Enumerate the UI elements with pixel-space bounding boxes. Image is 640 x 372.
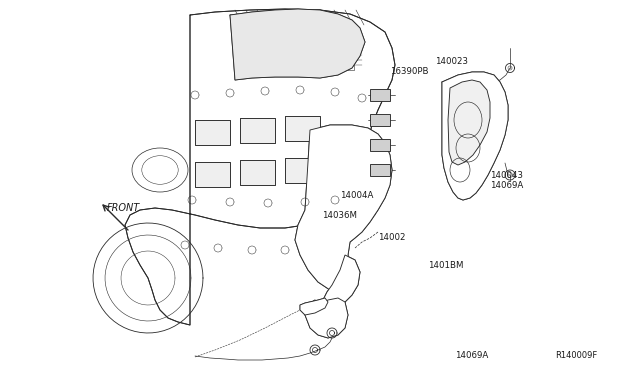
- Text: 14036M: 14036M: [322, 211, 357, 219]
- Text: FRONT: FRONT: [107, 203, 140, 213]
- Polygon shape: [240, 118, 275, 143]
- Polygon shape: [125, 9, 395, 325]
- Text: 140043: 140043: [490, 171, 523, 180]
- Text: R140009F: R140009F: [555, 350, 597, 359]
- Polygon shape: [322, 255, 360, 318]
- Text: 14069A: 14069A: [490, 180, 524, 189]
- Polygon shape: [230, 9, 365, 80]
- Polygon shape: [442, 72, 508, 200]
- Polygon shape: [295, 125, 392, 292]
- Polygon shape: [195, 120, 230, 145]
- Polygon shape: [285, 158, 320, 183]
- Text: 14069A: 14069A: [455, 350, 488, 359]
- Text: 14002: 14002: [378, 234, 406, 243]
- Polygon shape: [300, 298, 328, 315]
- Polygon shape: [370, 164, 390, 176]
- Text: 16390PB: 16390PB: [390, 67, 429, 77]
- Polygon shape: [370, 139, 390, 151]
- Polygon shape: [240, 160, 275, 185]
- Text: 140023: 140023: [435, 58, 468, 67]
- Polygon shape: [195, 162, 230, 187]
- Polygon shape: [370, 114, 390, 126]
- Text: 1401BM: 1401BM: [428, 262, 463, 270]
- Polygon shape: [305, 298, 348, 338]
- Polygon shape: [285, 116, 320, 141]
- Text: 14004A: 14004A: [340, 190, 373, 199]
- Polygon shape: [448, 80, 490, 165]
- Polygon shape: [370, 89, 390, 101]
